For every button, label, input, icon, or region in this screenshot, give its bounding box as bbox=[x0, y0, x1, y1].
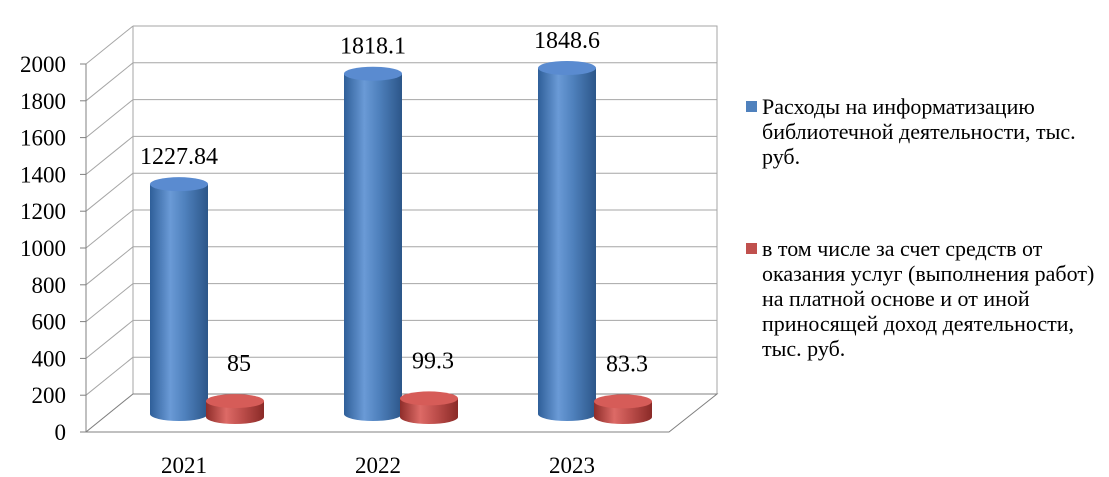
legend-label-series-1: Расходы на информатизацию библиотечной д… bbox=[762, 94, 1076, 169]
data-label: 99.3 bbox=[412, 348, 454, 374]
y-tick-label: 400 bbox=[32, 346, 67, 371]
bar-red-2022-top bbox=[400, 391, 458, 406]
y-tick-label: 1000 bbox=[20, 236, 66, 261]
data-label: 1818.1 bbox=[340, 34, 406, 60]
bar-blue-2022 bbox=[344, 73, 402, 421]
y-tick-label: 200 bbox=[32, 383, 67, 408]
x-tick-label: 2022 bbox=[355, 453, 401, 477]
y-tick-label: 1200 bbox=[20, 199, 66, 224]
bar-red-2023-top bbox=[594, 394, 652, 409]
gridline-side bbox=[85, 283, 134, 322]
data-label: 85 bbox=[227, 351, 251, 377]
gridline-side bbox=[85, 172, 134, 212]
legend-swatch-red bbox=[746, 243, 757, 254]
x-tick-label: 2023 bbox=[549, 453, 595, 477]
y-tick-label: 600 bbox=[32, 310, 67, 335]
data-labels: 1227.84 85 1818.1 99.3 1848.6 83.3 bbox=[140, 28, 648, 377]
bar-blue-2022-top bbox=[344, 66, 402, 81]
y-tick-label: 800 bbox=[32, 273, 67, 298]
data-label: 83.3 bbox=[606, 351, 648, 377]
gridline-side bbox=[85, 62, 134, 102]
bar-red-2021-top bbox=[206, 394, 264, 409]
gridline-side bbox=[85, 246, 134, 286]
gridline-side bbox=[85, 209, 134, 249]
x-axis: 2021 2022 2023 bbox=[161, 453, 595, 477]
gridline-side bbox=[85, 320, 134, 359]
gridline-side bbox=[85, 25, 134, 65]
y-tick-label: 1400 bbox=[20, 162, 66, 187]
bar-blue-2021-top bbox=[150, 177, 208, 192]
data-label: 1227.84 bbox=[140, 144, 218, 170]
gridline-side bbox=[85, 356, 134, 396]
grid bbox=[85, 25, 718, 433]
bar-blue-2023-top bbox=[538, 61, 596, 75]
y-tick-label: 1800 bbox=[20, 89, 66, 114]
legend-label-series-2: в том числе за счет средств от оказания … bbox=[762, 236, 1095, 361]
y-tick-label: 2000 bbox=[20, 52, 66, 77]
bar-blue-2023 bbox=[538, 68, 596, 421]
legend-swatch-blue bbox=[746, 101, 757, 112]
y-tick-label: 1600 bbox=[20, 126, 66, 151]
x-tick-label: 2021 bbox=[161, 453, 207, 477]
gridline-side bbox=[85, 99, 134, 138]
gridline-side bbox=[85, 136, 134, 175]
y-tick-label: 0 bbox=[55, 420, 67, 445]
bar-blue-2021 bbox=[150, 184, 208, 421]
data-label: 1848.6 bbox=[534, 28, 600, 54]
bars bbox=[150, 61, 652, 424]
bar-red-2022 bbox=[400, 398, 458, 424]
